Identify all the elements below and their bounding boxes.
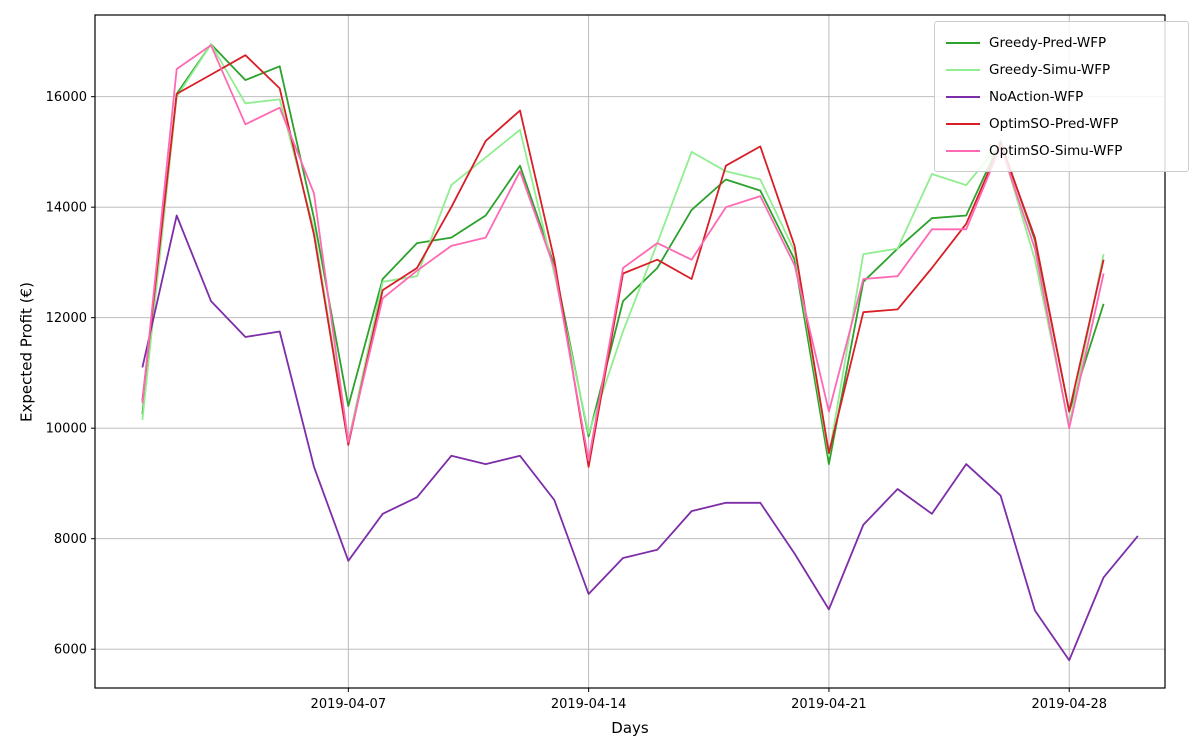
legend-swatch-icon xyxy=(946,95,980,98)
series-line-OptimSO-Simu-WFP xyxy=(141,44,1105,462)
x-tick-label-2019-04-21: 2019-04-21 xyxy=(791,697,867,712)
legend-label: OptimSO-Simu-WFP xyxy=(989,142,1123,159)
y-tick-label-10000: 10000 xyxy=(46,422,87,437)
x-axis-label: Days xyxy=(611,719,649,737)
legend: Greedy-Pred-WFP Greedy-Simu-WFP NoAction-W… xyxy=(934,21,1189,172)
axes-spines xyxy=(94,14,1166,689)
series-line-NoAction-WFP xyxy=(141,214,1139,662)
legend-item-Greedy-Simu-WFP: Greedy-Simu-WFP xyxy=(946,56,1178,83)
legend-item-OptimSO-Simu-WFP: OptimSO-Simu-WFP xyxy=(946,137,1178,164)
y-tick-label-12000: 12000 xyxy=(46,311,87,326)
legend-label: Greedy-Simu-WFP xyxy=(989,61,1111,78)
legend-swatch-icon xyxy=(946,41,980,44)
legend-swatch-icon xyxy=(946,149,980,152)
x-tick-label-2019-04-28: 2019-04-28 xyxy=(1031,697,1107,712)
legend-item-Greedy-Pred-WFP: Greedy-Pred-WFP xyxy=(946,29,1178,56)
x-tick-label-2019-04-14: 2019-04-14 xyxy=(551,697,627,712)
legend-label: Greedy-Pred-WFP xyxy=(989,34,1107,51)
legend-label: OptimSO-Pred-WFP xyxy=(989,115,1119,132)
legend-item-NoAction-WFP: NoAction-WFP xyxy=(946,83,1178,110)
legend-label: NoAction-WFP xyxy=(989,88,1084,105)
y-tick-label-16000: 16000 xyxy=(46,90,87,105)
legend-swatch-icon xyxy=(946,68,980,71)
y-axis-label: Expected Profit (€) xyxy=(17,282,36,422)
y-tick-label-14000: 14000 xyxy=(46,201,87,216)
series-line-OptimSO-Pred-WFP xyxy=(141,54,1105,468)
legend-swatch-icon xyxy=(946,122,980,125)
legend-item-OptimSO-Pred-WFP: OptimSO-Pred-WFP xyxy=(946,110,1178,137)
series-line-Greedy-Pred-WFP xyxy=(141,43,1105,466)
y-tick-label-6000: 6000 xyxy=(54,643,87,658)
y-tick-label-8000: 8000 xyxy=(54,532,87,547)
x-tick-label-2019-04-07: 2019-04-07 xyxy=(311,697,387,712)
